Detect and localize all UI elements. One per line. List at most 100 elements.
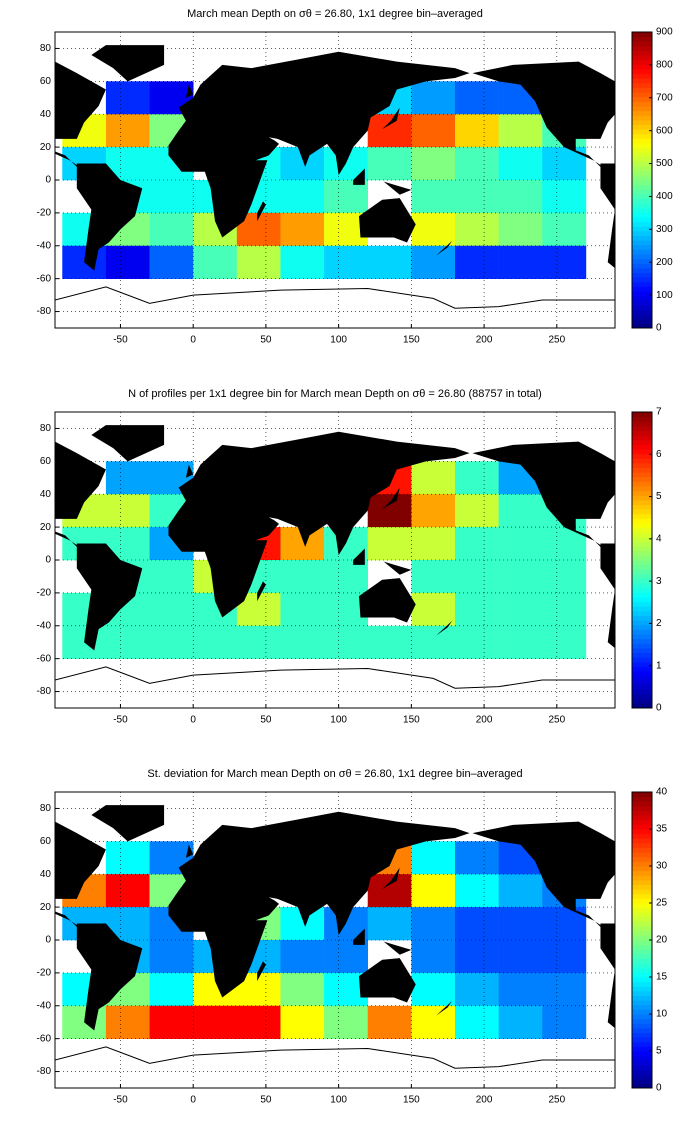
y-tick-label: 20	[40, 142, 52, 153]
heat-cell	[280, 1005, 325, 1039]
x-tick-label: 0	[190, 715, 196, 726]
y-tick-label: 0	[45, 175, 51, 186]
colorbar-swatch	[632, 495, 652, 501]
heat-cell	[542, 245, 587, 279]
colorbar-swatch	[632, 527, 652, 533]
heat-cell	[105, 81, 150, 115]
colorbar-swatch	[632, 829, 652, 835]
colorbar-tick-label: 7	[656, 407, 662, 418]
colorbar-swatch	[632, 661, 652, 667]
colorbar-swatch	[632, 963, 652, 969]
colorbar-swatch	[632, 698, 652, 704]
colorbar-swatch	[632, 1069, 652, 1075]
colorbar-swatch	[632, 1009, 652, 1015]
heat-cell	[411, 81, 456, 115]
colorbar-tick-label: 35	[656, 824, 668, 835]
colorbar-swatch	[632, 610, 652, 616]
heat-cell	[411, 940, 456, 974]
colorbar-swatch	[632, 824, 652, 830]
colorbar-swatch	[632, 852, 652, 858]
colorbar-swatch	[632, 416, 652, 422]
colorbar-swatch	[632, 184, 652, 190]
colorbar-swatch	[632, 226, 652, 232]
colorbar-swatch	[632, 592, 652, 598]
heat-cell	[411, 972, 456, 1007]
colorbar-swatch	[632, 115, 652, 121]
panel: March mean Depth on σθ = 26.80, 1x1 degr…	[37, 8, 674, 346]
colorbar-tick-label: 500	[656, 158, 673, 169]
y-tick-label: -80	[37, 686, 52, 697]
colorbar-swatch	[632, 884, 652, 890]
y-tick-label: -60	[37, 1033, 52, 1044]
heat-cell	[149, 1005, 194, 1039]
heat-cell	[324, 1005, 369, 1039]
colorbar-swatch	[632, 277, 652, 283]
x-tick-label: 50	[260, 1095, 272, 1106]
colorbar-swatch	[632, 703, 652, 709]
heat-cell	[324, 180, 369, 214]
colorbar-swatch	[632, 995, 652, 1001]
heat-cell	[324, 625, 369, 659]
heat-cell	[149, 592, 194, 627]
colorbar-swatch	[632, 833, 652, 839]
colorbar-swatch	[632, 161, 652, 167]
colorbar-swatch	[632, 583, 652, 589]
colorbar-swatch	[632, 1051, 652, 1057]
heat-cell	[236, 625, 281, 659]
colorbar-swatch	[632, 944, 652, 950]
colorbar-swatch	[632, 490, 652, 496]
chart-title: St. deviation for March mean Depth on σθ…	[147, 768, 522, 780]
colorbar-swatch	[632, 680, 652, 686]
colorbar-swatch	[632, 92, 652, 98]
colorbar-swatch	[632, 318, 652, 324]
colorbar-swatch	[632, 193, 652, 199]
colorbar-swatch	[632, 546, 652, 552]
colorbar-frame	[631, 411, 653, 709]
heat-cell	[149, 940, 194, 974]
colorbar-swatch	[632, 921, 652, 927]
colorbar-swatch	[632, 930, 652, 936]
colorbar-swatch	[632, 940, 652, 946]
colorbar-swatch	[632, 462, 652, 468]
heat-cell	[455, 494, 499, 528]
colorbar-swatch	[632, 486, 652, 492]
heat-cell	[324, 560, 369, 594]
colorbar-swatch	[632, 300, 652, 306]
colorbar-swatch	[632, 267, 652, 273]
heat-cell	[411, 180, 456, 214]
colorbar-swatch	[632, 230, 652, 236]
colorbar-swatch	[632, 898, 652, 904]
chart-title: N of profiles per 1x1 degree bin for Mar…	[128, 388, 542, 400]
colorbar-swatch	[632, 958, 652, 964]
y-tick-label: 80	[40, 423, 52, 434]
colorbar-swatch	[632, 504, 652, 510]
colorbar-tick-label: 6	[656, 449, 662, 460]
heat-cell	[411, 461, 456, 495]
colorbar-swatch	[632, 578, 652, 584]
x-tick-label: 100	[330, 1095, 347, 1106]
colorbar-swatch	[632, 866, 652, 872]
heat-cell	[324, 940, 369, 974]
colorbar-swatch	[632, 110, 652, 116]
colorbar-swatch	[632, 119, 652, 125]
colorbar-swatch	[632, 124, 652, 130]
heat-cell	[105, 841, 150, 875]
colorbar-swatch	[632, 815, 652, 821]
colorbar-swatch	[632, 1027, 652, 1033]
heat-cell	[498, 940, 543, 974]
colorbar-swatch	[632, 634, 652, 640]
colorbar-swatch	[632, 666, 652, 672]
colorbar-swatch	[632, 657, 652, 663]
colorbar-swatch	[632, 847, 652, 853]
x-tick-label: 50	[260, 715, 272, 726]
heat-cell	[411, 625, 456, 659]
colorbar-swatch	[632, 472, 652, 478]
colorbar-swatch	[632, 879, 652, 885]
heat-cell	[498, 527, 543, 561]
x-tick-label: 0	[190, 335, 196, 346]
y-tick-label: 20	[40, 902, 52, 913]
colorbar-swatch	[632, 129, 652, 135]
heat-cell	[498, 494, 543, 528]
colorbar-swatch	[632, 523, 652, 529]
heat-cell	[498, 907, 543, 941]
